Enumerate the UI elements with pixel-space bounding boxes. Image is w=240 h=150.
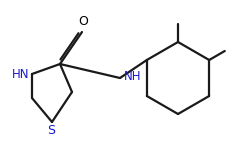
Text: S: S <box>47 124 55 137</box>
Text: HN: HN <box>12 68 29 81</box>
Text: NH: NH <box>124 69 142 82</box>
Text: O: O <box>78 15 88 28</box>
